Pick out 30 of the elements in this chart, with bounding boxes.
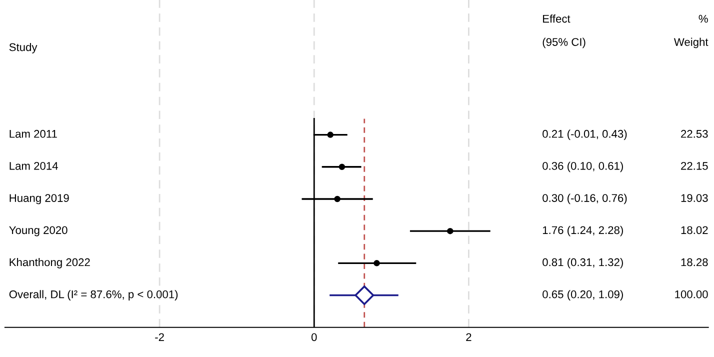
annotation: 18.02 — [681, 226, 708, 234]
x-tick-label: -2 — [155, 333, 164, 341]
annotation: 0.36 (0.10, 0.61) — [542, 162, 623, 172]
point — [327, 132, 334, 138]
annotation: 0.65 (0.20, 1.09) — [542, 290, 623, 300]
point — [354, 286, 374, 306]
point — [447, 228, 454, 234]
annotation: 18.28 — [681, 258, 708, 266]
y-tick-label: Huang 2019 — [10, 194, 69, 204]
annotation: 0.21 (-0.01, 0.43) — [542, 130, 627, 140]
annotation: 1.76 (1.24, 2.28) — [542, 226, 623, 236]
text: % Weight — [674, 14, 708, 48]
annotation: 19.03 — [681, 194, 708, 202]
point — [374, 260, 380, 266]
text: Effect (95% CI) — [542, 14, 586, 48]
x-tick-label: 0 — [311, 333, 317, 342]
y-tick-label: Overall, DL (I² = 87.6%, p < 0.001) — [9, 290, 178, 300]
annotation: 22.15 — [681, 162, 708, 170]
y-tick-label: Lam 2014 — [10, 162, 58, 170]
annotation: 22.53 — [681, 130, 708, 138]
text: Study — [9, 42, 38, 54]
y-tick-label: Young 2020 — [9, 226, 68, 236]
annotation: 0.30 (-0.16, 0.76) — [542, 194, 627, 204]
y-tick-label: Lam 2011 — [10, 130, 57, 138]
y-tick-label: Khanthong 2022 — [10, 258, 90, 268]
annotation: 100.00 — [675, 290, 708, 298]
point — [338, 164, 346, 170]
annotation: 0.81 (0.31, 1.32) — [542, 258, 623, 268]
point — [334, 196, 340, 202]
x-tick-label: 2 — [466, 333, 472, 341]
